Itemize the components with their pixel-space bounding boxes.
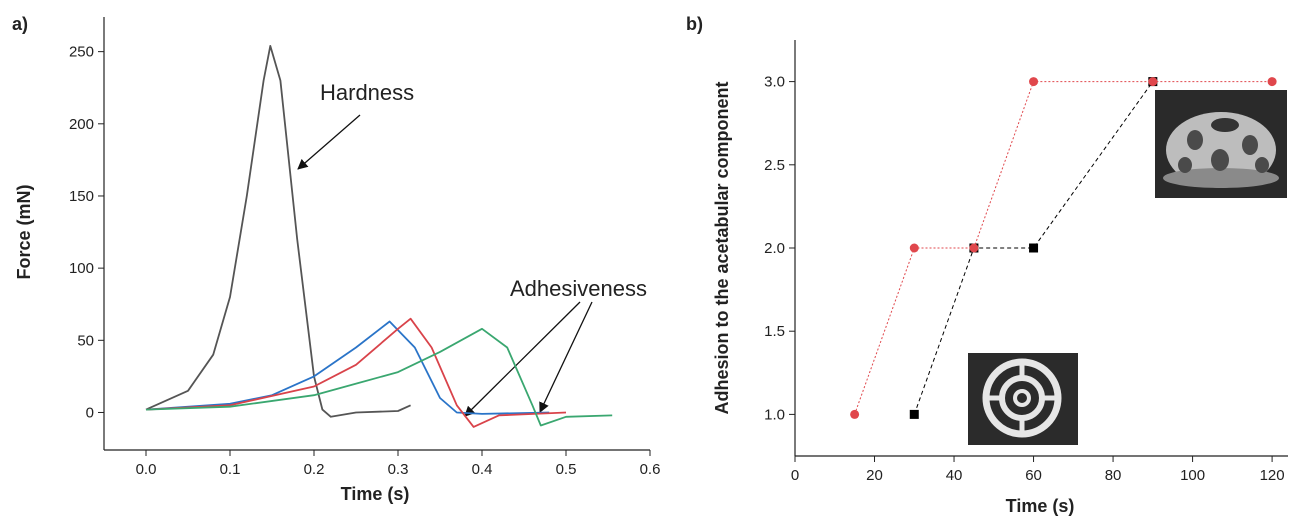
x-tick-label: 0 (791, 467, 799, 484)
point (1029, 77, 1039, 87)
x-tick-label: 0.0 (136, 461, 157, 478)
annotation: Adhesiveness (510, 276, 647, 301)
x-tick-label: 120 (1260, 467, 1285, 484)
x-axis-title: Time (s) (1006, 496, 1075, 516)
y-tick-label: 2.0 (764, 240, 785, 257)
y-tick-label: 100 (69, 260, 94, 277)
x-tick-label: 0.5 (556, 461, 577, 478)
point (1029, 243, 1039, 253)
point (1148, 77, 1158, 87)
y-tick-label: 250 (69, 44, 94, 61)
x-tick-label: 80 (1105, 467, 1122, 484)
point (850, 409, 860, 419)
y-tick-label: 1.5 (764, 323, 785, 340)
series-line (145, 45, 411, 418)
x-tick-label: 0.4 (472, 461, 493, 478)
series-line (854, 81, 1273, 415)
series-line (145, 320, 550, 415)
x-tick-label: 40 (946, 467, 963, 484)
x-axis-title: Time (s) (341, 484, 410, 504)
y-tick-label: 2.5 (764, 157, 785, 174)
y-tick-label: 200 (69, 116, 94, 133)
y-axis-title: Adhesion to the acetabular component (712, 81, 732, 414)
y-tick-label: 150 (69, 188, 94, 205)
x-tick-label: 0.2 (304, 461, 325, 478)
x-tick-label: 0.6 (640, 461, 661, 478)
panel-label: b) (686, 14, 703, 34)
annotation-arrow (464, 301, 581, 417)
annotation-arrow (297, 114, 361, 170)
x-tick-label: 60 (1025, 467, 1042, 484)
photo-cup (1155, 90, 1287, 198)
point (909, 243, 919, 253)
y-tick-label: 50 (77, 332, 94, 349)
x-tick-label: 0.3 (388, 461, 409, 478)
panel-label: a) (12, 14, 28, 34)
x-tick-label: 0.1 (220, 461, 241, 478)
y-tick-label: 3.0 (764, 74, 785, 91)
y-axis-title: Force (mN) (14, 184, 34, 279)
annotation: Hardness (320, 80, 414, 105)
point (1267, 77, 1277, 87)
point (909, 409, 919, 419)
series-line (913, 81, 1154, 415)
x-tick-label: 100 (1180, 467, 1205, 484)
y-tick-label: 0 (86, 404, 94, 421)
point (969, 243, 979, 253)
photo-ring (968, 353, 1078, 445)
x-tick-label: 20 (866, 467, 883, 484)
annotation-arrow (539, 301, 593, 413)
series-line (145, 327, 613, 427)
series-line (145, 317, 567, 428)
y-tick-label: 1.0 (764, 406, 785, 423)
